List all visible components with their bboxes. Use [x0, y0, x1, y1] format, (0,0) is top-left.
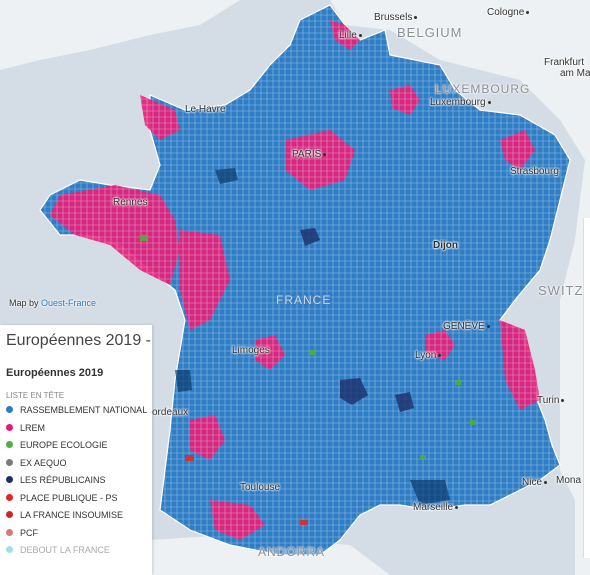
city-label-turin: Turin	[537, 395, 565, 406]
legend-list: RASSEMBLEMENT NATIONAL LREM EUROPE ECOLOGI…	[0, 402, 152, 560]
lr-areas	[300, 228, 414, 412]
legend-swatch	[6, 423, 13, 431]
city-label-lyon: Lyon	[415, 350, 442, 361]
city-label-paris: PARIS	[292, 149, 327, 160]
city-label-cologne: Cologne	[487, 7, 530, 18]
england-land	[0, 0, 240, 70]
country-label-belgium: BELGIUM	[397, 25, 463, 40]
legend-item[interactable]: DEBOUT LA FRANCE	[6, 542, 152, 560]
legend-label: LREM	[20, 422, 46, 433]
legend-item[interactable]: PLACE PUBLIQUE - PS	[6, 490, 152, 508]
country-label-luxembourg: LUXEMBOURG	[435, 82, 531, 96]
legend-label: EUROPE ECOLOGIE	[20, 440, 108, 450]
country-label-switzerland: SWITZ	[538, 283, 584, 298]
city-label-toulouse: Toulouse	[240, 482, 281, 493]
legend-header: LISTE EN TÊTE	[6, 391, 65, 400]
attribution-prefix: Map by	[9, 298, 39, 308]
country-label-france: FRANCE	[276, 293, 332, 307]
city-label-geneve: GENÈVE	[443, 321, 490, 332]
ecologie-areas	[140, 235, 476, 459]
legend-item[interactable]: EX AEQUO	[6, 455, 152, 473]
city-label-marseille: Marseille	[413, 502, 459, 513]
legend-item[interactable]: LES RÉPUBLICAINS	[6, 472, 152, 490]
city-label-frankfurt: Frankfurt	[544, 57, 585, 68]
dark-rn-areas	[175, 168, 450, 505]
legend-swatch	[6, 441, 13, 449]
map-attribution: Map by Ouest-France	[9, 298, 96, 308]
legend-title: Européennes 2019 - \	[6, 332, 152, 349]
legend-swatch	[6, 493, 13, 501]
legend-item[interactable]: EUROPE ECOLOGIE	[6, 437, 152, 455]
city-label-rennes: Rennes	[113, 197, 148, 208]
legend-item[interactable]: PCF	[6, 525, 152, 543]
city-label-monaco: Mona	[556, 475, 582, 486]
legend-swatch	[6, 511, 13, 519]
legend-label: EX AEQUO	[20, 457, 67, 468]
legend-label: DEBOUT LA FRANCE	[20, 545, 110, 555]
legend-swatch	[6, 528, 13, 536]
city-label-strasbourg: Strasbourg	[510, 166, 559, 177]
legend-subtitle: Européennes 2019	[6, 367, 104, 379]
legend-label: PCF	[20, 527, 38, 538]
lrem-areas	[50, 20, 540, 540]
city-label-bordeaux: ordeaux	[152, 407, 189, 418]
legend-swatch	[6, 476, 13, 484]
legend-swatch	[6, 458, 13, 466]
legend-item[interactable]: RASSEMBLEMENT NATIONAL	[6, 402, 152, 420]
city-label-lille: Lille	[339, 30, 362, 41]
legend-swatch	[6, 406, 13, 414]
legend-item[interactable]: LA FRANCE INSOUMISE	[6, 507, 152, 525]
city-label-nice: Nice	[522, 477, 548, 488]
city-label-brussels: Brussels	[374, 12, 418, 23]
legend-item[interactable]: LREM	[6, 420, 152, 438]
city-label-dijon: Dijon	[433, 240, 458, 251]
legend-swatch	[6, 546, 13, 554]
neighbour-land	[250, 0, 590, 575]
legend-label: PLACE PUBLIQUE - PS	[20, 492, 118, 503]
city-label-am-main: am Main	[560, 68, 590, 79]
legend-panel: Européennes 2019 - \ Européennes 2019 LI…	[0, 325, 152, 575]
country-label-andorra: ANDORRA	[258, 545, 326, 559]
city-label-limoges: Limoges	[232, 345, 270, 356]
side-panel-edge	[583, 218, 590, 558]
legend-label: LES RÉPUBLICAINS	[20, 475, 106, 485]
ps-areas	[185, 455, 308, 525]
attribution-link[interactable]: Ouest-France	[41, 298, 97, 308]
city-label-luxembourg: Luxembourg	[430, 97, 491, 108]
city-label-le-havre: Le Havre	[185, 104, 226, 115]
france-territory	[39, 4, 571, 556]
legend-label: RASSEMBLEMENT NATIONAL	[20, 405, 148, 415]
legend-label: LA FRANCE INSOUMISE	[20, 510, 124, 520]
